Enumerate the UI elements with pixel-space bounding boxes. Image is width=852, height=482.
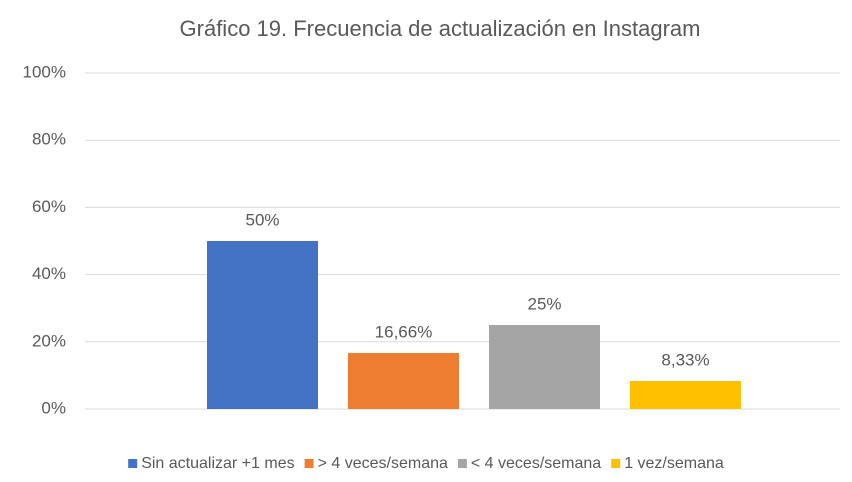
legend-label: Sin actualizar +1 mes xyxy=(141,455,294,472)
legend-label: < 4 veces/semana xyxy=(471,455,601,472)
bar xyxy=(348,353,459,409)
legend-swatch xyxy=(611,459,621,468)
y-tick-label: 80% xyxy=(32,130,66,149)
legend-label: > 4 veces/semana xyxy=(318,455,448,472)
legend-swatch xyxy=(128,459,138,468)
data-label: 50% xyxy=(245,210,279,229)
y-tick-label: 100% xyxy=(23,62,66,81)
bar xyxy=(207,241,318,409)
y-tick-label: 0% xyxy=(41,398,66,417)
legend-label: 1 vez/semana xyxy=(624,455,724,472)
chart-title: Gráfico 19. Frecuencia de actualización … xyxy=(180,16,701,41)
data-label: 16,66% xyxy=(375,323,433,342)
y-tick-label: 60% xyxy=(32,197,66,216)
y-tick-label: 20% xyxy=(32,331,66,350)
y-tick-label: 40% xyxy=(32,264,66,283)
data-label: 8,33% xyxy=(661,350,709,369)
bar xyxy=(489,325,600,409)
data-label: 25% xyxy=(527,294,561,313)
legend-swatch xyxy=(457,459,467,468)
bar xyxy=(630,381,741,409)
legend-swatch xyxy=(304,459,314,468)
